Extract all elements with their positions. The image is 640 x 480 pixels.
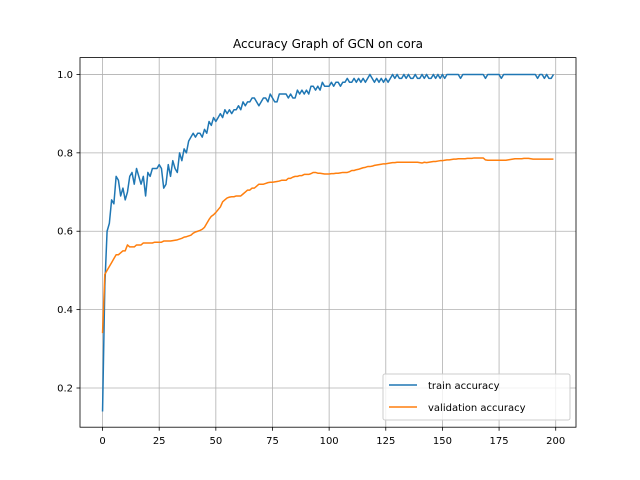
x-tick-label: 150 xyxy=(433,436,452,447)
x-tick-label: 100 xyxy=(320,436,339,447)
chart-title: Accuracy Graph of GCN on cora xyxy=(233,37,423,51)
y-tick-label: 0.8 xyxy=(57,148,73,159)
legend: train accuracy validation accuracy xyxy=(382,373,571,421)
legend-label-train: train accuracy xyxy=(428,381,500,392)
x-tick-label: 175 xyxy=(490,436,509,447)
x-tick-label: 50 xyxy=(209,436,222,447)
y-tick-label: 0.2 xyxy=(57,384,73,395)
series-lines xyxy=(101,73,555,412)
x-tick-label: 200 xyxy=(546,436,565,447)
legend-label-validation: validation accuracy xyxy=(428,403,526,414)
x-tick-label: 75 xyxy=(266,436,279,447)
plot-frame xyxy=(79,57,577,428)
x-tick-label: 0 xyxy=(99,436,105,447)
x-tick-label: 125 xyxy=(376,436,395,447)
axis-ticks: 0 25 50 75 100 125 150 175 200 0.2 0.4 0.6 0.8 1.0 xyxy=(57,70,565,447)
y-tick-label: 0.4 xyxy=(57,305,73,316)
x-tick-label: 25 xyxy=(153,436,166,447)
train-accuracy-line xyxy=(101,73,555,412)
y-tick-label: 1.0 xyxy=(57,70,73,81)
validation-accuracy-line xyxy=(101,157,554,334)
legend-box xyxy=(382,373,571,421)
y-tick-label: 0.6 xyxy=(57,227,73,238)
